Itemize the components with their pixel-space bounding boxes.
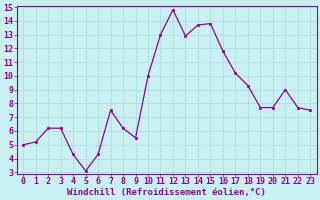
X-axis label: Windchill (Refroidissement éolien,°C): Windchill (Refroidissement éolien,°C) bbox=[67, 188, 266, 197]
